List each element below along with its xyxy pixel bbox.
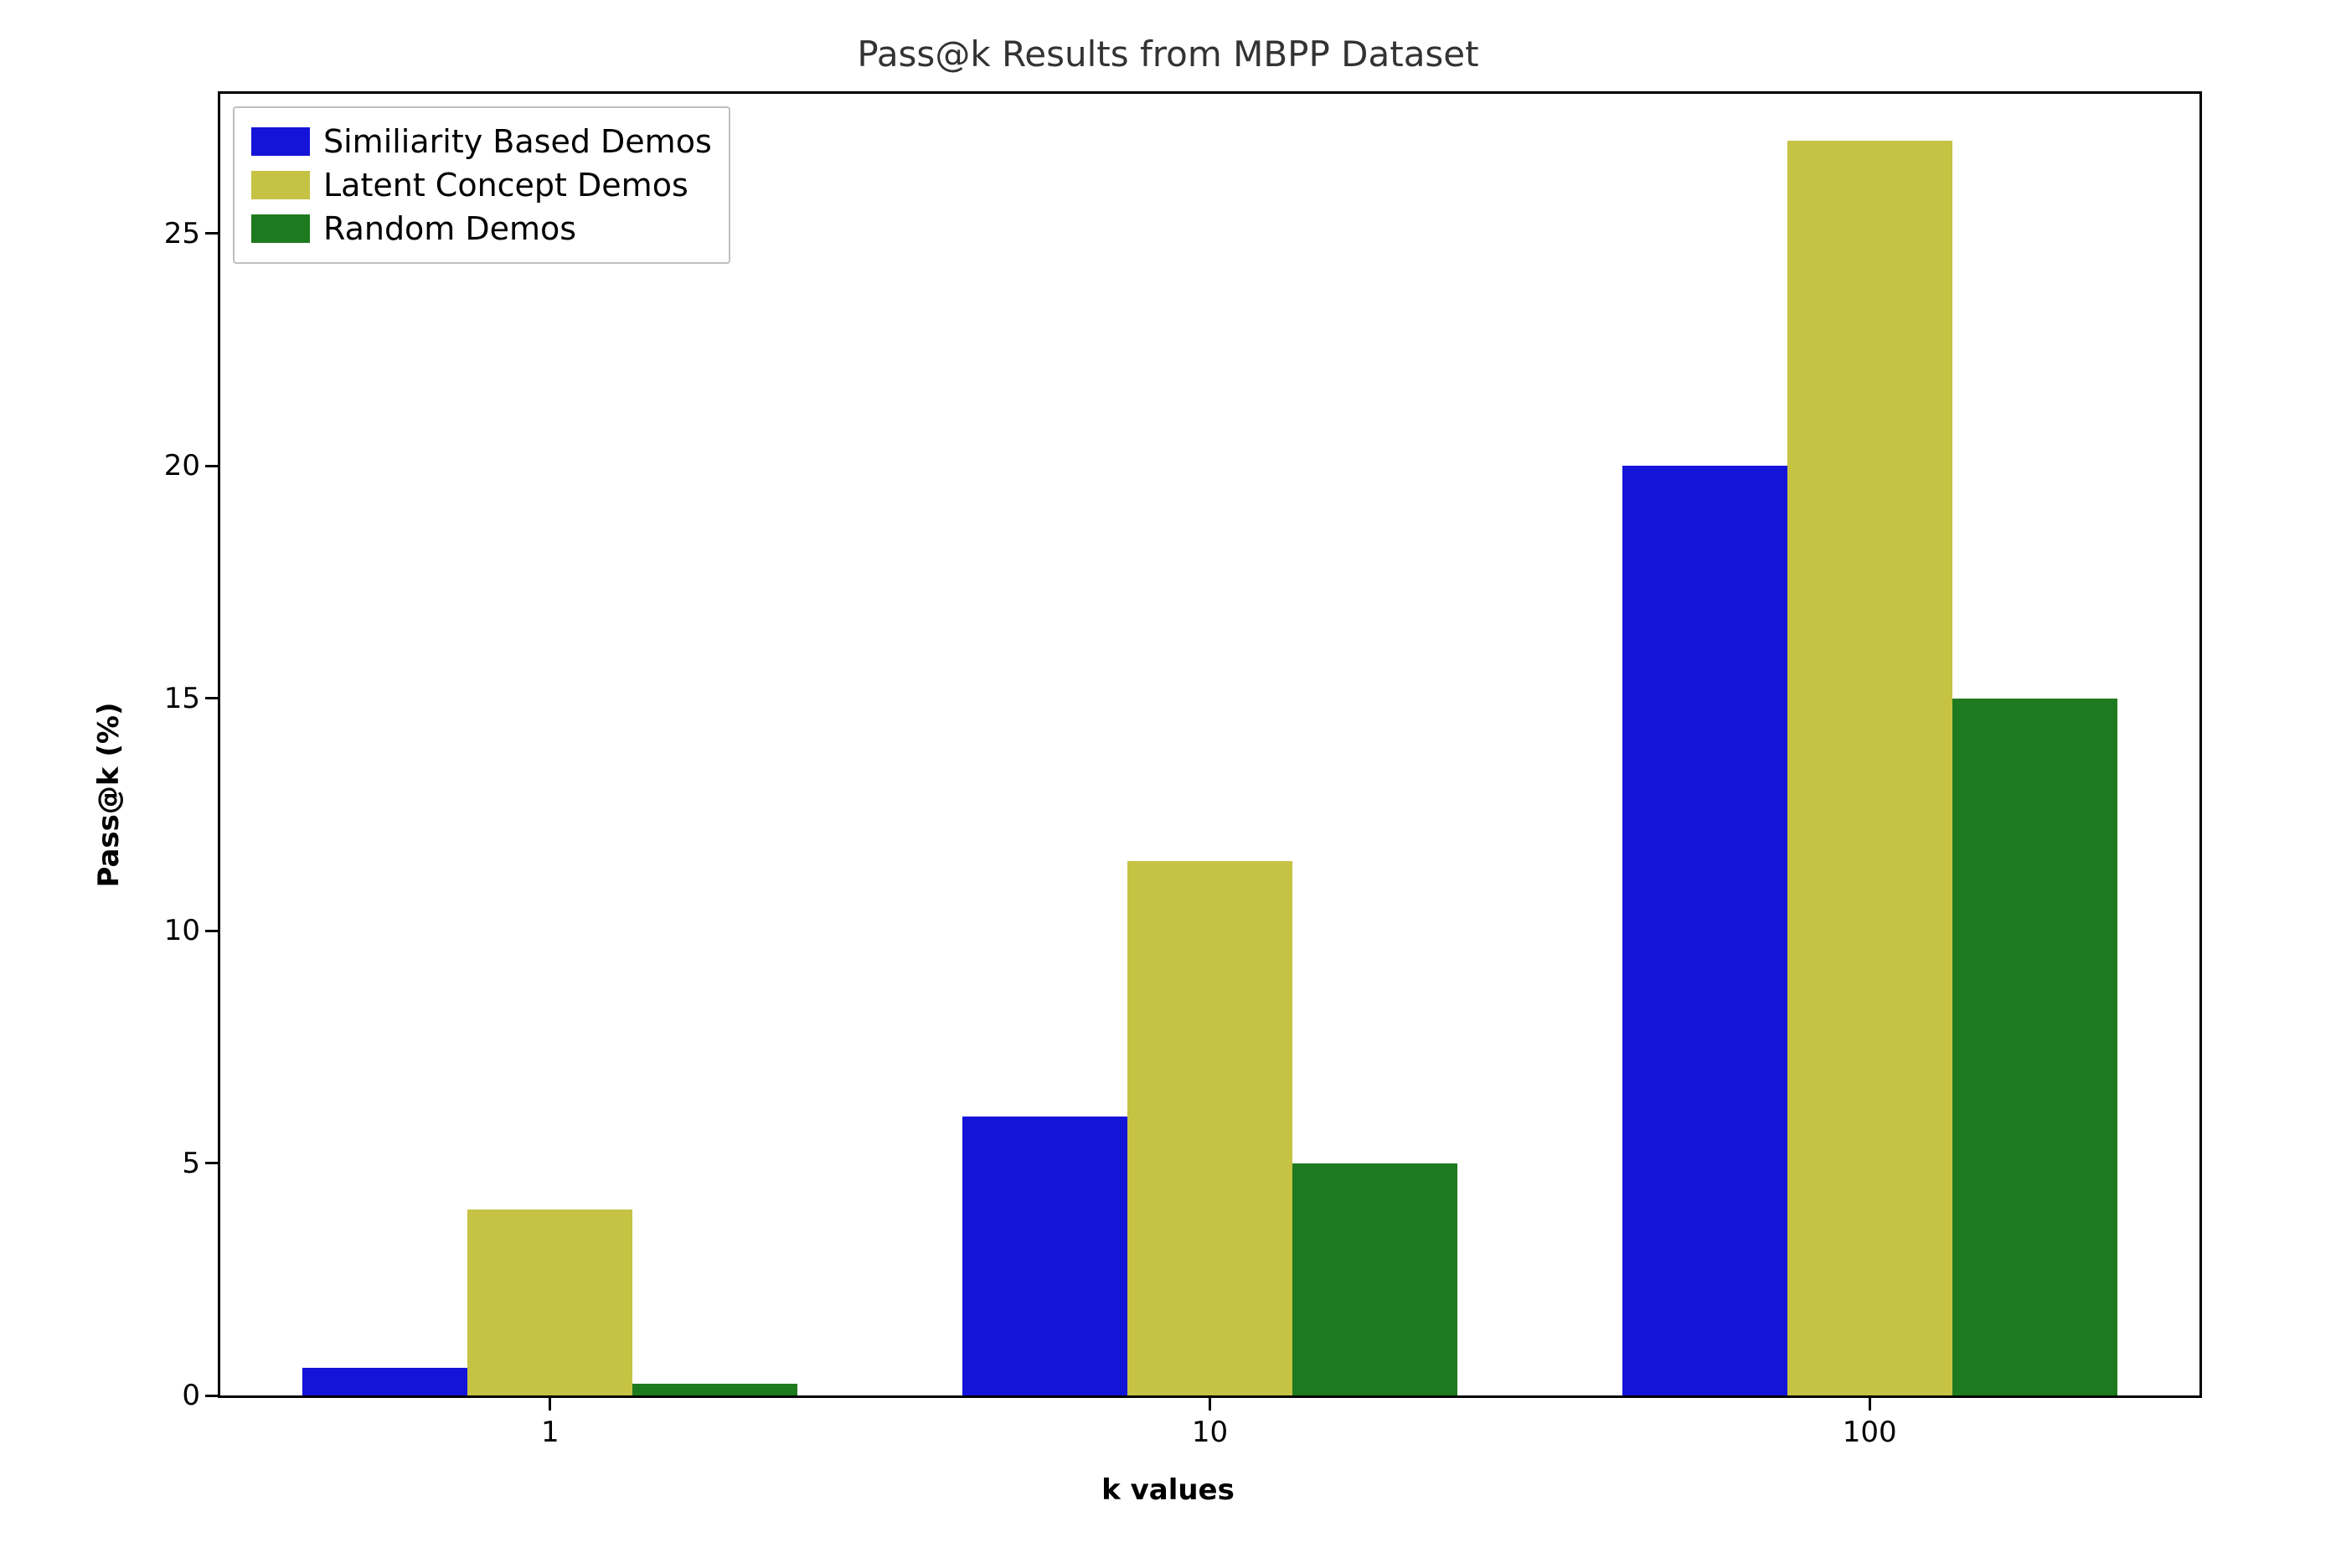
legend-item: Similiarity Based Demos (251, 120, 712, 163)
plot-frame: Similiarity Based Demos Latent Concept D… (218, 91, 2202, 1398)
y-tick-label: 0 (182, 1379, 200, 1412)
legend-swatch-latent (251, 171, 310, 199)
y-tick (205, 232, 218, 235)
bar (467, 1210, 632, 1395)
y-tick-label: 15 (164, 682, 200, 715)
bar (962, 1117, 1127, 1395)
legend-swatch-random (251, 214, 310, 243)
x-tick (1209, 1398, 1211, 1411)
x-axis-label: k values (1101, 1473, 1235, 1507)
legend-label: Random Demos (323, 210, 576, 247)
legend-item: Latent Concept Demos (251, 163, 712, 207)
legend-item: Random Demos (251, 207, 712, 250)
bar (1622, 466, 1787, 1395)
x-tick-label: 1 (541, 1416, 560, 1449)
legend-swatch-similarity (251, 127, 310, 156)
y-tick (205, 697, 218, 699)
chart-title: Pass@k Results from MBPP Dataset (84, 34, 2252, 75)
plot-area (220, 94, 2199, 1395)
y-tick-label: 25 (164, 217, 200, 250)
y-tick-label: 20 (164, 449, 200, 482)
y-tick-label: 10 (164, 914, 200, 947)
y-tick (205, 465, 218, 467)
x-tick (549, 1398, 551, 1411)
bar (1292, 1163, 1457, 1396)
bar (1952, 699, 2117, 1396)
x-tick-label: 10 (1192, 1416, 1228, 1449)
chart-container: Pass@k Results from MBPP Dataset Pass@k … (84, 34, 2252, 1524)
y-axis-label: Pass@k (%) (92, 702, 126, 887)
bar (1787, 141, 1952, 1396)
legend: Similiarity Based Demos Latent Concept D… (233, 106, 730, 264)
x-tick (1869, 1398, 1871, 1411)
bar (302, 1368, 467, 1395)
bar (632, 1384, 797, 1395)
x-tick-label: 100 (1843, 1416, 1897, 1449)
y-tick-label: 5 (182, 1147, 200, 1180)
legend-label: Similiarity Based Demos (323, 123, 712, 160)
bar (1127, 861, 1292, 1395)
y-tick (205, 930, 218, 932)
y-tick (205, 1162, 218, 1164)
y-tick (205, 1395, 218, 1397)
legend-label: Latent Concept Demos (323, 167, 688, 204)
